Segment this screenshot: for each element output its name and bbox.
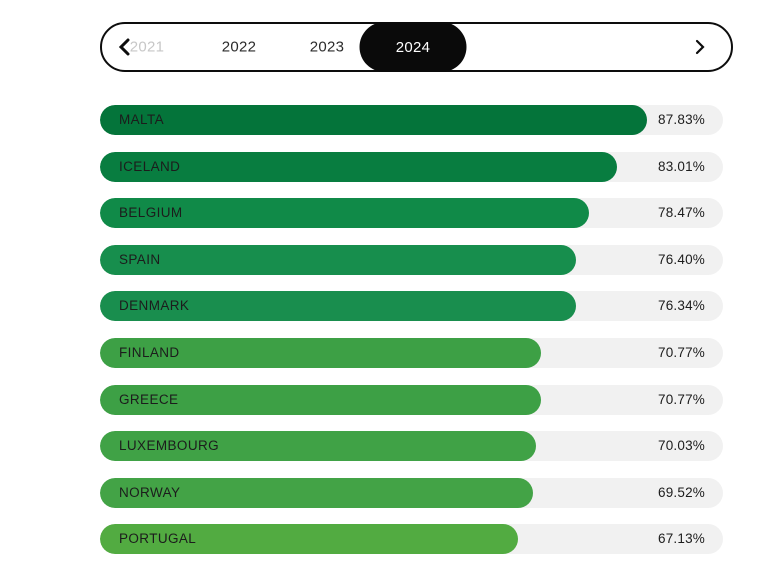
bar-label: PORTUGAL bbox=[119, 531, 197, 546]
bar-value: 76.34% bbox=[658, 298, 705, 313]
bar-track: PORTUGAL bbox=[100, 524, 723, 554]
bar-row-greece: GREECE 70.77% bbox=[100, 385, 723, 415]
tab-2021[interactable]: 2021 bbox=[129, 38, 165, 56]
bar-track: MALTA bbox=[100, 105, 723, 135]
chevron-left-icon bbox=[116, 37, 134, 57]
bar-track: ICELAND bbox=[100, 152, 723, 182]
bar-track: GREECE bbox=[100, 385, 723, 415]
bar-label: FINLAND bbox=[119, 345, 180, 360]
bar-row-finland: FINLAND 70.77% bbox=[100, 338, 723, 368]
bar-fill: NORWAY bbox=[100, 478, 534, 508]
bar-label: DENMARK bbox=[119, 298, 190, 313]
tab-2023[interactable]: 2023 bbox=[309, 38, 345, 56]
bar-fill: PORTUGAL bbox=[100, 524, 519, 554]
bar-row-denmark: DENMARK 76.34% bbox=[100, 291, 723, 321]
bar-label: NORWAY bbox=[119, 485, 181, 500]
bar-track: BELGIUM bbox=[100, 198, 723, 228]
bar-row-portugal: PORTUGAL 67.13% bbox=[100, 524, 723, 554]
bar-value: 67.13% bbox=[658, 531, 705, 546]
year-selector: 2021 2022 2023 2024 bbox=[100, 22, 733, 72]
bar-value: 70.77% bbox=[658, 345, 705, 360]
bar-label: ICELAND bbox=[119, 159, 181, 174]
bar-track: SPAIN bbox=[100, 245, 723, 275]
previous-year-button[interactable] bbox=[114, 36, 136, 58]
bar-row-iceland: ICELAND 83.01% bbox=[100, 152, 723, 182]
bar-row-norway: NORWAY 69.52% bbox=[100, 478, 723, 508]
bar-track: NORWAY bbox=[100, 478, 723, 508]
bar-value: 70.77% bbox=[658, 392, 705, 407]
bar-fill: ICELAND bbox=[100, 152, 618, 182]
bar-label: MALTA bbox=[119, 112, 165, 127]
bar-row-malta: MALTA 87.83% bbox=[100, 105, 723, 135]
bar-track: LUXEMBOURG bbox=[100, 431, 723, 461]
bar-label: SPAIN bbox=[119, 252, 161, 267]
tab-2024[interactable]: 2024 bbox=[359, 22, 467, 72]
bar-label: BELGIUM bbox=[119, 205, 183, 220]
bar-fill: GREECE bbox=[100, 385, 541, 415]
bar-label: GREECE bbox=[119, 392, 179, 407]
bar-track: DENMARK bbox=[100, 291, 723, 321]
bar-fill: BELGIUM bbox=[100, 198, 589, 228]
bar-row-belgium: BELGIUM 78.47% bbox=[100, 198, 723, 228]
chevron-right-icon bbox=[692, 38, 708, 56]
bar-value: 69.52% bbox=[658, 485, 705, 500]
bar-row-luxembourg: LUXEMBOURG 70.03% bbox=[100, 431, 723, 461]
bar-fill: DENMARK bbox=[100, 291, 576, 321]
bar-value: 78.47% bbox=[658, 205, 705, 220]
bar-value: 76.40% bbox=[658, 252, 705, 267]
bar-fill: SPAIN bbox=[100, 245, 576, 275]
bar-chart: MALTA 87.83% ICELAND 83.01% BELGIUM 78.47% SPA… bbox=[100, 105, 723, 555]
bar-fill: MALTA bbox=[100, 105, 648, 135]
bar-fill: LUXEMBOURG bbox=[100, 431, 537, 461]
bar-value: 70.03% bbox=[658, 438, 705, 453]
bar-value: 87.83% bbox=[658, 112, 705, 127]
tab-2022[interactable]: 2022 bbox=[221, 38, 257, 56]
next-year-button[interactable] bbox=[689, 36, 711, 58]
bar-value: 83.01% bbox=[658, 159, 705, 174]
bar-fill: FINLAND bbox=[100, 338, 541, 368]
bar-track: FINLAND bbox=[100, 338, 723, 368]
bar-label: LUXEMBOURG bbox=[119, 438, 220, 453]
bar-row-spain: SPAIN 76.40% bbox=[100, 245, 723, 275]
